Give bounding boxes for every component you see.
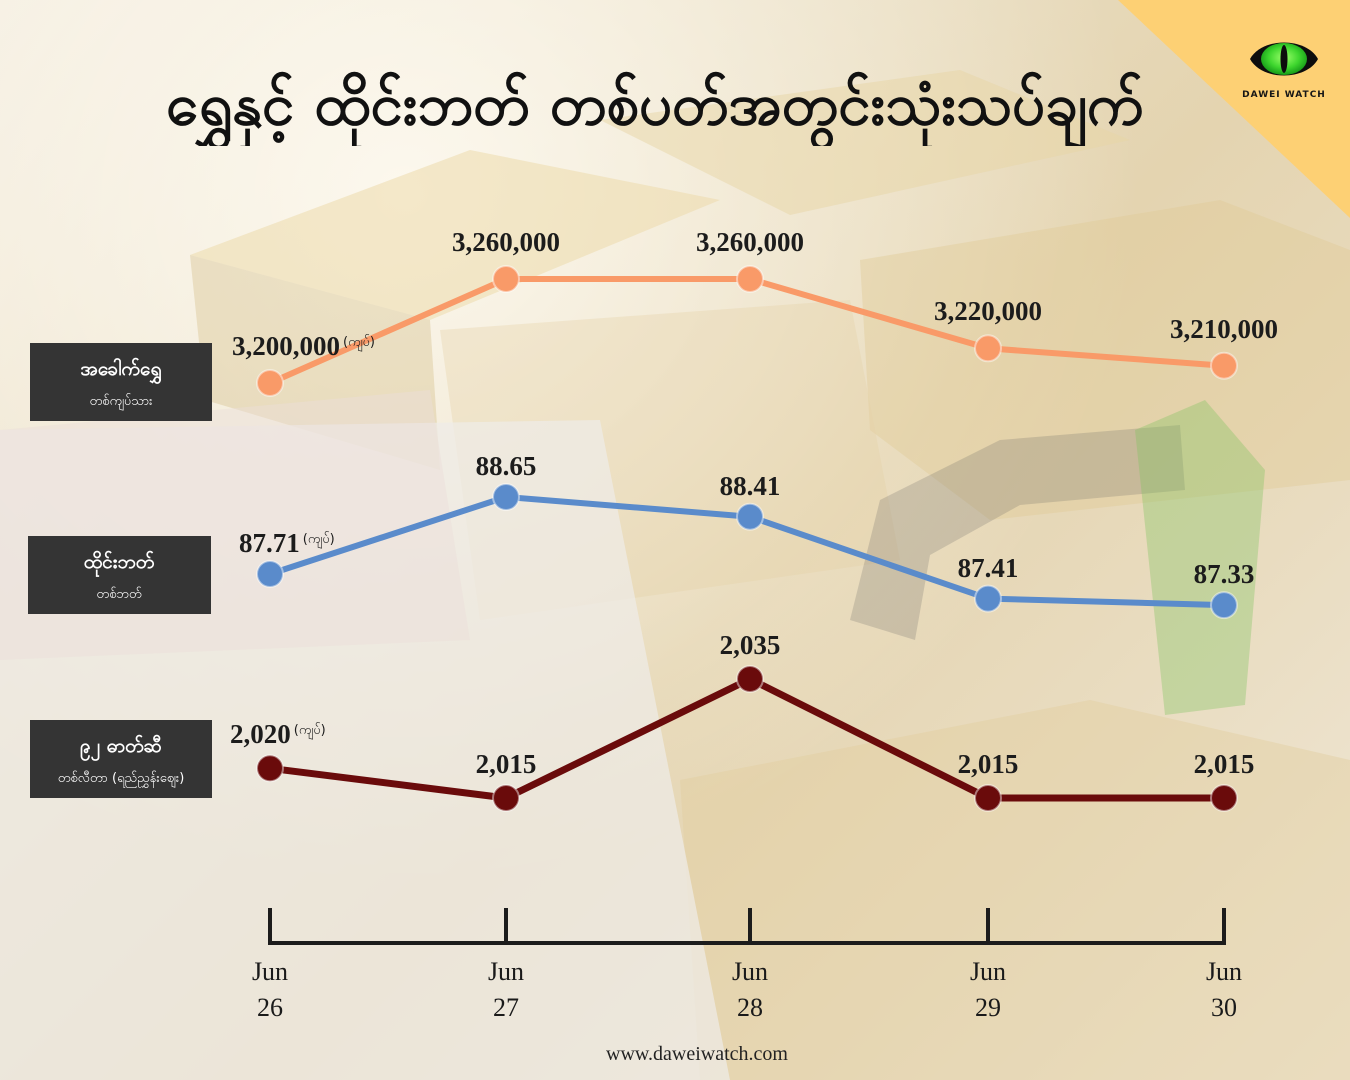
baht-value-label: 88.65 (476, 450, 537, 482)
gold-point (1210, 351, 1238, 380)
legend-box-baht: ထိုင်းဘတ် တစ်ဘတ် (28, 536, 211, 614)
gold-point (974, 334, 1002, 363)
gold-value-label: 3,220,000 (934, 295, 1042, 327)
x-tick-label: Jun 28 (731, 957, 769, 1022)
baht-series (256, 483, 1238, 620)
logo-text: DAWEI WATCH (1242, 90, 1326, 100)
currency-note: (ကျပ်) (302, 532, 335, 547)
x-tick-label: Jun 30 (1205, 957, 1243, 1022)
x-tick-label: Jun 27 (487, 957, 525, 1022)
gold-value-text: 3,260,000 (452, 227, 560, 257)
baht-value-label: 87.33 (1194, 558, 1255, 590)
logo: DAWEI WATCH (1232, 34, 1336, 104)
fuel-value-label: 2,015 (958, 748, 1019, 780)
legend-name: ၉၂ ဓာတ်ဆီ (79, 735, 162, 757)
legend-box-fuel: ၉၂ ဓာတ်ဆီ တစ်လီတာ (ရည်ညွှန်းဈေး) (30, 720, 212, 798)
fuel-value-text: 2,020 (230, 719, 291, 750)
baht-value-text: 87.41 (957, 552, 1019, 583)
fuel-point (492, 784, 520, 812)
fuel-series (256, 665, 1238, 812)
fuel-point (974, 784, 1002, 812)
baht-value-label: 87.41 (958, 552, 1019, 584)
fuel-value-label: 2,015 (1194, 748, 1255, 780)
baht-value-text: 88.65 (475, 451, 537, 481)
fuel-point (736, 665, 764, 693)
green-eye-icon (1250, 42, 1318, 76)
fuel-value-text: 2,015 (957, 749, 1019, 779)
baht-point (974, 584, 1002, 613)
fuel-value-text: 2,015 (1193, 749, 1255, 779)
gold-value-label: 3,210,000 (1170, 313, 1278, 345)
baht-value-label: 87.71 (ကျပ်) (239, 527, 335, 559)
baht-point (736, 502, 764, 531)
eye-pupil (1280, 45, 1288, 73)
legend-unit: တစ်လီတာ (ရည်ညွှန်းဈေး) (57, 771, 185, 786)
gold-value-text: 3,200,000 (232, 331, 340, 361)
legend-name: ထိုင်းဘတ် (83, 551, 155, 573)
gold-point (736, 265, 764, 293)
gold-value-text: 3,260,000 (696, 227, 804, 257)
gold-value-label: 3,260,000 (696, 226, 804, 258)
x-axis (268, 908, 1226, 945)
gold-value-text: 3,220,000 (934, 296, 1042, 327)
baht-point (492, 483, 520, 511)
baht-value-text: 88.41 (719, 470, 781, 501)
baht-value-label: 88.41 (720, 470, 781, 502)
fuel-value-label: 2,015 (476, 748, 537, 780)
x-tick-label: Jun 29 (969, 957, 1007, 1022)
legend-box-gold: အခေါက်ရွှေ တစ်ကျပ်သား (30, 343, 212, 421)
currency-note: (ကျပ်) (343, 335, 375, 350)
baht-value-text: 87.71 (239, 528, 300, 558)
gold-series (256, 265, 1238, 397)
fuel-value-label: 2,020 (ကျပ်) (230, 718, 326, 750)
gold-value-label: 3,200,000 (ကျပ်) (232, 330, 375, 362)
fuel-value-text: 2,035 (719, 630, 781, 660)
gold-point (256, 369, 284, 397)
x-tick-label: Jun 26 (251, 957, 289, 1022)
legend-unit: တစ်ကျပ်သား (89, 394, 153, 409)
gold-point (492, 265, 520, 293)
gold-value-label: 3,260,000 (452, 226, 560, 258)
baht-point (1210, 591, 1238, 620)
fuel-value-label: 2,035 (720, 629, 781, 661)
fuel-point (256, 754, 284, 783)
website-footer: www.daweiwatch.com (606, 1043, 788, 1065)
legend-unit: တစ်ဘတ် (96, 587, 142, 602)
gold-value-text: 3,210,000 (1170, 313, 1278, 344)
legend-name: အခေါက်ရွှေ (80, 358, 162, 380)
fuel-value-text: 2,015 (475, 749, 537, 779)
baht-value-text: 87.33 (1193, 559, 1255, 590)
currency-note: (ကျပ်) (293, 723, 326, 739)
page-title: ရွှေနှင့် ထိုင်းဘတ် တစ်ပတ်အတွင်းသုံးသပ်ခ… (166, 70, 1144, 138)
fuel-point (1210, 784, 1238, 812)
baht-point (256, 560, 284, 588)
